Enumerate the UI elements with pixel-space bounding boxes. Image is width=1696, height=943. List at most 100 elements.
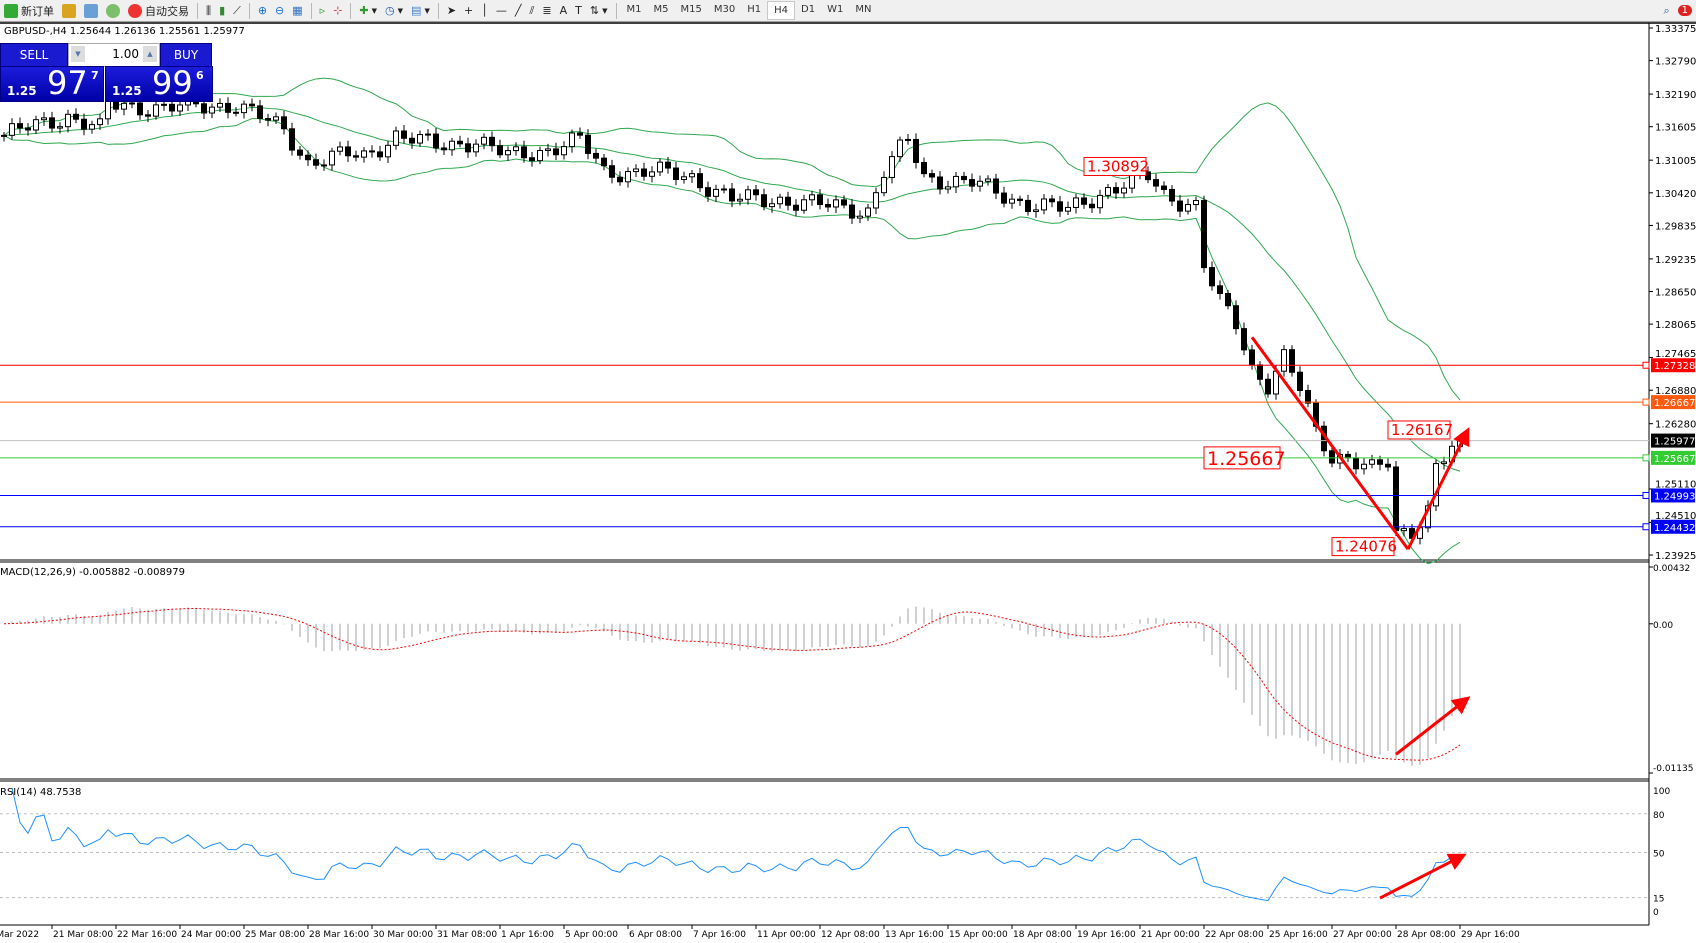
lot-value: 1.00 — [112, 47, 139, 61]
rsi-line — [11, 787, 1461, 902]
trendline-button[interactable]: ╱ — [511, 1, 526, 20]
timeframe-h1[interactable]: H1 — [747, 4, 762, 15]
timeframe-m15[interactable]: M15 — [680, 4, 702, 15]
candle-body — [329, 150, 335, 166]
candle-body — [1265, 378, 1271, 395]
candle-body — [1161, 185, 1167, 190]
arrows-button[interactable]: ⇅ ▼ — [586, 1, 612, 20]
candle-body — [1049, 198, 1055, 203]
bar-chart-button[interactable]: ⫼ — [202, 1, 215, 20]
timeframe-mn[interactable]: MN — [855, 4, 872, 15]
candle-body — [753, 189, 759, 196]
candle — [249, 98, 255, 112]
candle — [257, 99, 263, 124]
candle — [761, 188, 767, 211]
timeframe-m5[interactable]: M5 — [653, 4, 669, 15]
candle-body — [817, 194, 823, 206]
templates-button[interactable]: ▤ ▼ — [407, 1, 434, 20]
candle-body — [529, 157, 535, 162]
timeframe-w1[interactable]: W1 — [827, 4, 844, 15]
lot-size-input[interactable]: ▼ 1.00 ▲ — [68, 43, 160, 67]
candle — [265, 113, 271, 127]
candle-body — [921, 161, 927, 175]
candle — [889, 151, 895, 184]
candle — [321, 159, 327, 171]
horizontal-line-button[interactable]: — — [492, 1, 511, 20]
equidistant-channel-button[interactable]: ⫽ — [526, 1, 539, 20]
candle-body — [385, 144, 391, 158]
candle — [9, 118, 15, 140]
candle-body — [169, 103, 175, 112]
chart-shift-button[interactable]: ⊹ — [329, 1, 346, 20]
zoom-out-button[interactable]: ⊖ — [271, 1, 288, 20]
candle-body — [361, 150, 367, 158]
timeframe-m1[interactable]: M1 — [626, 4, 642, 15]
candle — [1353, 452, 1359, 475]
candle-body — [1209, 267, 1215, 287]
candle-body — [89, 124, 95, 130]
chart-window[interactable]: 1.33375 1.32790 1.32190 1.31605 1.31005 1.304… — [0, 22, 1696, 943]
candle — [481, 133, 487, 150]
candle-body — [1225, 292, 1231, 307]
fibonacci-button[interactable]: ≣ — [538, 1, 555, 20]
buy-button[interactable]: BUY — [160, 43, 212, 67]
lot-decrease-icon[interactable]: ▼ — [71, 46, 85, 62]
navigator-button[interactable] — [80, 1, 102, 20]
price-axis-label: 1.33375 — [1655, 24, 1696, 35]
candle-chart-button[interactable]: ▮ — [215, 1, 229, 20]
crosshair-button[interactable]: + — [460, 1, 477, 20]
lot-increase-icon[interactable]: ▲ — [143, 46, 157, 62]
candle-body — [409, 137, 415, 144]
candle-body — [225, 102, 231, 113]
candle — [393, 126, 399, 150]
candle-body — [481, 136, 487, 145]
candle-body — [553, 148, 559, 156]
price-annotation-label: 1.26167 — [1391, 421, 1453, 439]
candle-body — [145, 114, 151, 117]
scroll-chart-button[interactable]: ▹ — [316, 1, 330, 20]
timeframe-d1[interactable]: D1 — [801, 4, 816, 15]
vertical-line-button[interactable]: │ — [477, 1, 492, 20]
indicators-button[interactable]: ✚ ▼ — [355, 1, 381, 20]
candle-body — [1289, 349, 1295, 373]
zoom-in-button[interactable]: ⊕ — [254, 1, 271, 20]
auto-trading-button[interactable]: 自动交易 — [124, 1, 193, 20]
market-watch-button[interactable] — [58, 1, 80, 20]
candle — [633, 164, 639, 178]
one-click-trading-panel: SELL ▼ 1.00 ▲ BUY 1.25 97 7 1.25 99 6 — [0, 43, 213, 102]
timeframe-h4[interactable]: H4 — [767, 1, 796, 20]
candle-body — [273, 116, 279, 121]
sell-price[interactable]: 1.25 97 7 — [0, 66, 104, 102]
candle-body — [377, 151, 383, 158]
notifications-button[interactable]: 1 — [1674, 1, 1696, 20]
candle — [1177, 195, 1183, 218]
candle — [1385, 458, 1391, 472]
cursor-button[interactable]: ➤ — [443, 1, 460, 20]
text-button[interactable]: A — [556, 1, 572, 20]
timeframe-m30[interactable]: M30 — [713, 4, 736, 15]
candle-body — [1393, 466, 1399, 532]
buy-price[interactable]: 1.25 99 6 — [105, 66, 213, 102]
candle — [1249, 344, 1255, 370]
candle-body — [585, 134, 591, 154]
sell-button[interactable]: SELL — [0, 43, 68, 67]
new-order-button[interactable]: 新订单 — [0, 1, 58, 20]
periods-button[interactable]: ◷ ▼ — [381, 1, 407, 20]
text-label-button[interactable]: T — [571, 1, 586, 20]
price-axis-label: 1.23925 — [1655, 551, 1696, 562]
search-button[interactable]: ⌕ — [1659, 1, 1673, 20]
line-chart-button[interactable]: ⟋ — [229, 1, 245, 20]
text-icon: A — [559, 4, 568, 17]
candle — [1401, 524, 1407, 537]
candle-body — [249, 103, 255, 107]
time-axis-label: 31 Mar 08:00 — [437, 930, 497, 940]
candle — [873, 187, 879, 215]
candle — [1393, 461, 1399, 537]
search-icon: ⌕ — [1663, 3, 1670, 17]
candle-body — [697, 173, 703, 189]
candle — [513, 142, 519, 156]
tile-windows-button[interactable]: ▦ — [288, 1, 306, 20]
candle — [553, 142, 559, 160]
price-annotation-box — [1203, 446, 1281, 470]
signals-button[interactable] — [102, 1, 124, 20]
